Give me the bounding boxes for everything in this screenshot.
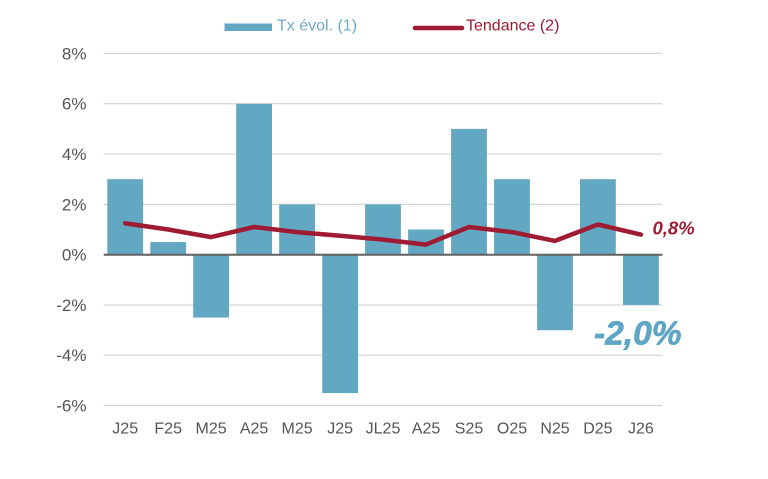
svg-text:-6%: -6%: [56, 397, 86, 416]
svg-text:-4%: -4%: [56, 346, 86, 365]
svg-text:-2%: -2%: [56, 296, 86, 315]
svg-text:M25: M25: [282, 421, 313, 438]
svg-text:2%: 2%: [62, 195, 87, 214]
svg-text:0%: 0%: [62, 246, 87, 265]
svg-text:6%: 6%: [62, 95, 87, 114]
svg-text:4%: 4%: [62, 145, 87, 164]
svg-text:D25: D25: [583, 421, 612, 438]
svg-text:F25: F25: [154, 421, 182, 438]
svg-text:0,8%: 0,8%: [653, 218, 695, 239]
svg-text:Tendance (2): Tendance (2): [466, 18, 559, 35]
svg-text:A25: A25: [240, 421, 269, 438]
svg-text:O25: O25: [497, 421, 527, 438]
svg-text:A25: A25: [412, 421, 441, 438]
svg-text:Tx évol. (1): Tx évol. (1): [277, 18, 357, 35]
svg-text:J25: J25: [327, 421, 353, 438]
svg-text:-2,0%: -2,0%: [594, 316, 682, 353]
svg-text:J25: J25: [112, 421, 138, 438]
svg-text:JL25: JL25: [366, 421, 401, 438]
svg-text:S25: S25: [455, 421, 484, 438]
svg-text:8%: 8%: [62, 44, 87, 63]
svg-text:M25: M25: [196, 421, 227, 438]
svg-text:N25: N25: [540, 421, 569, 438]
svg-text:J26: J26: [628, 421, 654, 438]
